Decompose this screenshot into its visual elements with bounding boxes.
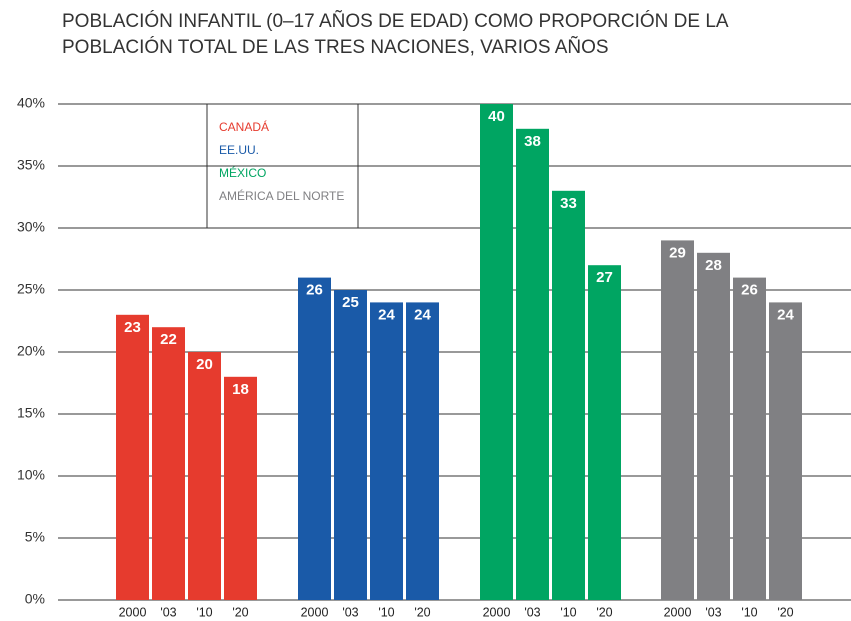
y-tick-label: 15%	[17, 405, 45, 421]
x-tick-label: '20	[596, 605, 612, 619]
y-tick-label: 25%	[17, 281, 45, 297]
data-label: 25	[342, 294, 359, 311]
y-tick-label: 20%	[17, 343, 45, 359]
x-tick-label: 2000	[119, 605, 147, 619]
data-label: 22	[160, 331, 177, 348]
y-tick-label: 30%	[17, 219, 45, 235]
data-label: 40	[488, 108, 505, 125]
x-tick-label: '20	[414, 605, 430, 619]
x-tick-label: 2000	[664, 605, 692, 619]
bar	[116, 314, 149, 600]
data-label: 27	[596, 269, 613, 286]
x-tick-label: '20	[777, 605, 793, 619]
x-tick-label: 2000	[301, 605, 329, 619]
bar	[516, 128, 549, 601]
y-tick-label: 40%	[17, 95, 45, 111]
legend-entry: EE.UU.	[219, 143, 259, 157]
x-tick-label: '10	[378, 605, 394, 619]
data-label: 26	[741, 282, 758, 299]
legend-entry: CANADÁ	[219, 119, 269, 134]
data-label: 18	[232, 381, 249, 398]
x-tick-label: '03	[705, 605, 721, 619]
bar	[334, 290, 367, 600]
bar	[224, 376, 257, 600]
y-tick-label: 10%	[17, 467, 45, 483]
data-label: 26	[306, 282, 323, 299]
bar	[661, 240, 694, 600]
data-label: 29	[669, 244, 686, 261]
data-label: 24	[414, 306, 431, 323]
y-tick-label: 35%	[17, 157, 45, 173]
bar	[552, 190, 585, 601]
x-tick-label: '03	[524, 605, 540, 619]
x-tick-label: '10	[196, 605, 212, 619]
bar	[406, 302, 439, 600]
bar	[588, 265, 621, 600]
bar	[188, 352, 221, 600]
bar	[298, 277, 331, 600]
y-tick-label: 0%	[25, 591, 45, 607]
x-tick-label: 2000	[483, 605, 511, 619]
x-tick-label: '03	[342, 605, 358, 619]
chart-title: POBLACIÓN INFANTIL (0–17 AÑOS DE EDAD) C…	[62, 10, 729, 32]
bar	[733, 277, 766, 600]
legend-entry: MÉXICO	[219, 165, 266, 180]
x-tick-label: '03	[160, 605, 176, 619]
data-label: 23	[124, 319, 141, 336]
data-label: 24	[777, 306, 794, 323]
bar	[480, 104, 513, 600]
y-tick-label: 5%	[25, 529, 45, 545]
data-label: 24	[378, 306, 395, 323]
data-label: 33	[560, 195, 577, 212]
bar	[769, 302, 802, 600]
bar	[697, 252, 730, 601]
chart-title: POBLACIÓN TOTAL DE LAS TRES NACIONES, VA…	[62, 36, 609, 58]
legend-entry: AMÉRICA DEL NORTE	[219, 188, 344, 203]
data-label: 38	[524, 133, 541, 150]
x-tick-label: '10	[741, 605, 757, 619]
data-label: 28	[705, 257, 722, 274]
x-tick-label: '20	[232, 605, 248, 619]
x-tick-label: '10	[560, 605, 576, 619]
data-label: 20	[196, 356, 213, 373]
bar	[152, 327, 185, 600]
bar	[370, 302, 403, 600]
